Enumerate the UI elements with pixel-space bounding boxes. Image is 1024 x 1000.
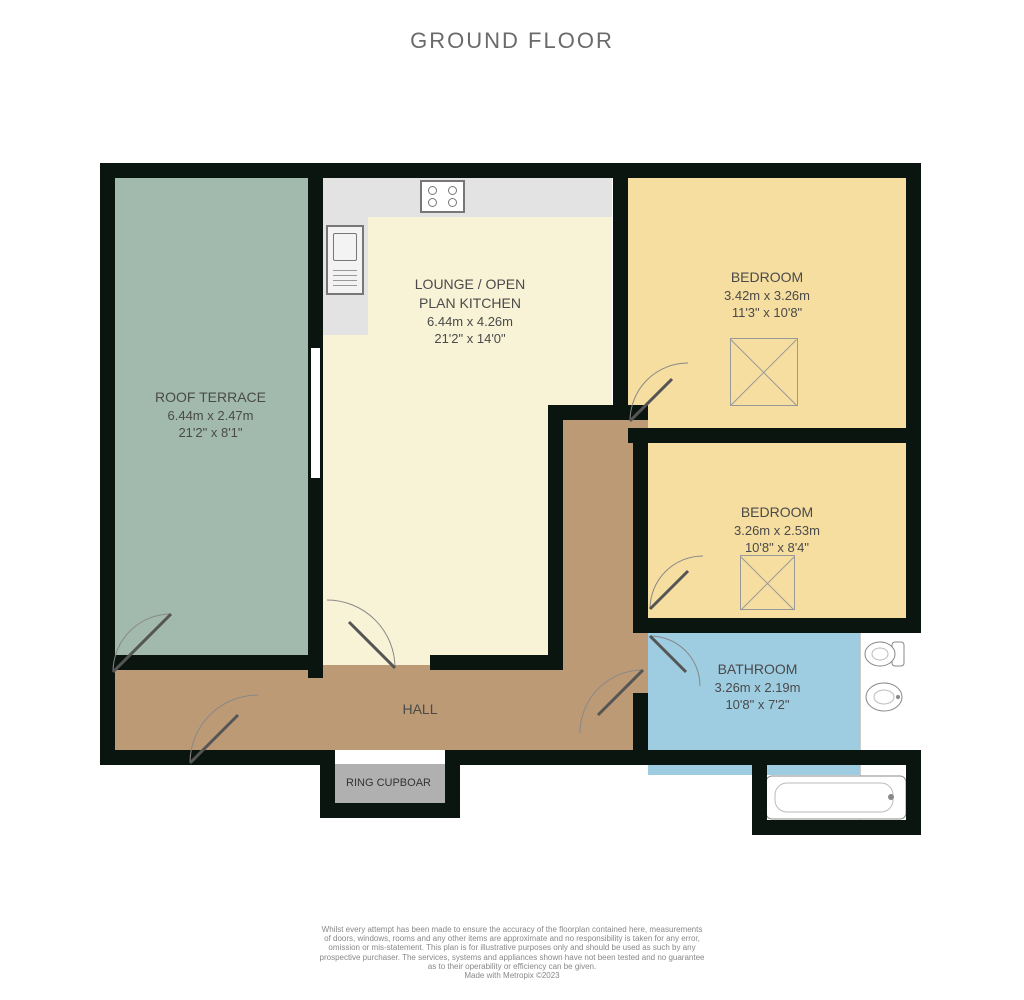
- room-name: LOUNGE / OPEN PLAN KITCHEN: [335, 275, 605, 313]
- disclaimer-line: Whilst every attempt has been made to en…: [0, 925, 1024, 934]
- wall: [308, 478, 323, 678]
- room-imperial: 10'8" x 7'2": [640, 696, 875, 714]
- door-hall-right: [580, 670, 645, 735]
- room-metric: 3.26m x 2.19m: [640, 679, 875, 697]
- disclaimer-line: as to their operability or efficiency ca…: [0, 962, 1024, 971]
- door-lounge: [325, 600, 395, 670]
- floorplan-stage: GROUND FLOOR: [0, 0, 1024, 1000]
- room-imperial: 10'8" x 8'4": [648, 539, 906, 557]
- room-name: BATHROOM: [640, 660, 875, 679]
- wall: [548, 420, 563, 670]
- wall: [752, 750, 767, 835]
- label-lounge: LOUNGE / OPEN PLAN KITCHEN 6.44m x 4.26m…: [335, 275, 605, 348]
- wall: [308, 163, 323, 348]
- room-metric: 6.44m x 2.47m: [113, 407, 308, 425]
- room-name: HALL: [320, 700, 520, 719]
- wall: [633, 428, 648, 633]
- wall: [613, 163, 628, 405]
- wall: [445, 750, 921, 765]
- page-title: GROUND FLOOR: [0, 28, 1024, 54]
- wall: [320, 803, 460, 818]
- door-bedroom2: [650, 556, 705, 611]
- room-imperial: 21'2" x 8'1": [113, 424, 308, 442]
- bedroom1-symbol-icon: [730, 338, 798, 406]
- wall: [752, 820, 921, 835]
- label-airing-cupboard: RING CUPBOAR: [332, 776, 445, 791]
- disclaimer-line: prospective purchaser. The services, sys…: [0, 953, 1024, 962]
- disclaimer-line: omission or mis-statement. This plan is …: [0, 943, 1024, 952]
- door-bedroom1: [630, 363, 690, 423]
- wall: [633, 618, 921, 633]
- room-metric: 3.42m x 3.26m: [628, 287, 906, 305]
- hob-icon: [420, 180, 465, 213]
- label-hall: HALL: [320, 700, 520, 719]
- label-bedroom1: BEDROOM 3.42m x 3.26m 11'3" x 10'8": [628, 268, 906, 322]
- room-imperial: 21'2" x 14'0": [335, 330, 605, 348]
- disclaimer: Whilst every attempt has been made to en…: [0, 925, 1024, 980]
- wall: [906, 163, 921, 633]
- bathtub-icon: [765, 775, 907, 820]
- room-metric: 6.44m x 4.26m: [335, 313, 605, 331]
- wall: [430, 655, 563, 670]
- wall: [628, 428, 921, 443]
- room-imperial: 11'3" x 10'8": [628, 304, 906, 322]
- bedroom2-symbol-icon: [740, 555, 795, 610]
- room-name: ROOF TERRACE: [113, 388, 308, 407]
- room-name: BEDROOM: [628, 268, 906, 287]
- wall: [100, 163, 115, 765]
- wall: [906, 750, 921, 835]
- label-roof-terrace: ROOF TERRACE 6.44m x 2.47m 21'2" x 8'1": [113, 388, 308, 442]
- room-name: BEDROOM: [648, 503, 906, 522]
- disclaimer-line: Made with Metropix ©2023: [0, 971, 1024, 980]
- room-metric: 3.26m x 2.53m: [648, 522, 906, 540]
- room-name: RING CUPBOAR: [332, 776, 445, 791]
- disclaimer-line: of doors, windows, rooms and any other i…: [0, 934, 1024, 943]
- label-bathroom: BATHROOM 3.26m x 2.19m 10'8" x 7'2": [640, 660, 875, 714]
- door-terrace: [113, 614, 173, 674]
- wall: [100, 163, 318, 178]
- window: [308, 348, 323, 478]
- label-bedroom2: BEDROOM 3.26m x 2.53m 10'8" x 8'4": [648, 503, 906, 557]
- door-entry: [190, 695, 260, 765]
